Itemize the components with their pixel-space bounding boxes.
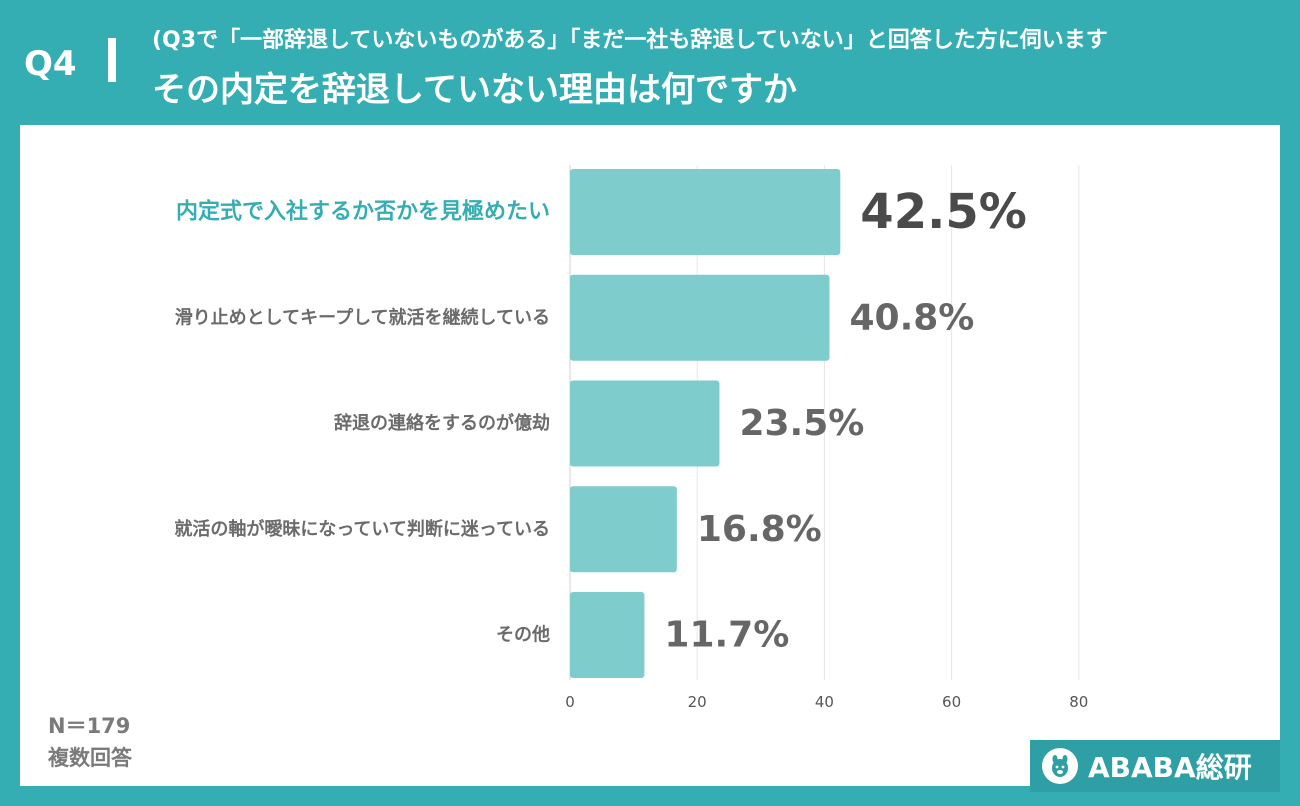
category-label: その他 <box>496 624 550 646</box>
bar <box>570 274 830 361</box>
bar <box>570 380 720 467</box>
category-label: 就活の軸が曖昧になっていて判断に迷っている <box>174 518 550 540</box>
x-tick-label: 20 <box>688 693 707 711</box>
x-tick-label: 40 <box>815 693 834 711</box>
bar-chart: 0 20 40 60 80 内定式で入社するか否かを見極めたい 42.5% 滑り止めとしてキー… <box>174 165 1088 711</box>
x-tick-label: 0 <box>565 693 575 711</box>
category-label: 滑り止めとしてキープして就活を継続している <box>175 306 550 328</box>
bar <box>570 486 677 573</box>
question-label: Q4 <box>24 44 77 84</box>
data-label: 11.7% <box>664 615 789 656</box>
data-label: 16.8% <box>697 509 822 550</box>
data-label: 23.5% <box>739 403 864 444</box>
header-divider <box>108 38 116 82</box>
category-label: 辞退の連絡をするのが億劫 <box>334 412 550 434</box>
header: Q4 (Q3で「一部辞退していないものがある」「まだ一社も辞退していない」と回答… <box>0 0 1300 125</box>
brand-name: ABABA総研 <box>1088 751 1252 784</box>
x-tick-label: 80 <box>1069 693 1088 711</box>
answer-type-note: 複数回答 <box>48 746 132 770</box>
chart-panel: 0 20 40 60 80 内定式で入社するか否かを見極めたい 42.5% 滑り止めとしてキー… <box>20 125 1280 786</box>
chart-subtitle: (Q3で「一部辞退していないものがある」「まだ一社も辞退していない」と回答した方… <box>152 28 1108 53</box>
data-label: 42.5% <box>860 184 1027 240</box>
alpaca-icon <box>1042 748 1078 784</box>
brand-logo: ABABA総研 <box>1030 740 1280 792</box>
sample-size-note: N＝179 <box>48 714 131 738</box>
chart-title: その内定を辞退していない理由は何ですか <box>152 70 797 110</box>
bar <box>570 592 645 678</box>
data-label: 40.8% <box>849 297 974 338</box>
x-tick-label: 60 <box>942 693 961 711</box>
category-label: 内定式で入社するか否かを見極めたい <box>176 199 550 225</box>
bar <box>570 169 841 255</box>
